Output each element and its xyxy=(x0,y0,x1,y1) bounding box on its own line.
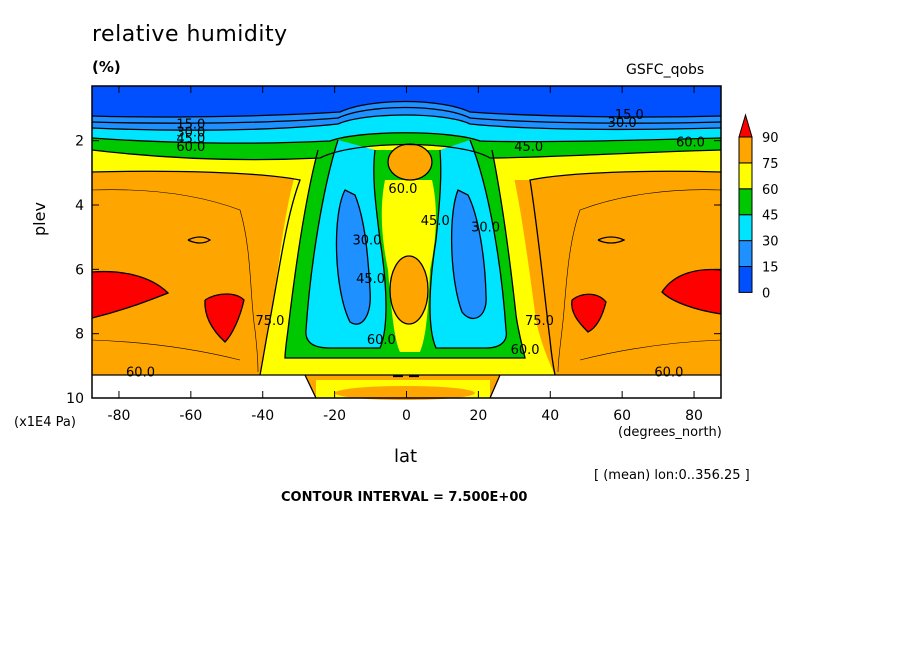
colorbar-label: 0 xyxy=(762,286,770,301)
x-tick-label: 20 xyxy=(469,408,487,424)
contour-line xyxy=(661,268,722,315)
contour-label: 30.0 xyxy=(352,233,381,248)
contour-lines xyxy=(91,100,722,399)
contour-line xyxy=(429,139,508,349)
contour-label: 45.0 xyxy=(421,214,450,229)
fill-upper-orange-core xyxy=(388,144,432,180)
contour-line xyxy=(597,236,626,244)
colorbar-segment xyxy=(738,162,753,190)
colorbar-label: 45 xyxy=(762,209,779,224)
colorbar-label: 90 xyxy=(762,131,779,146)
fill-surface-orange xyxy=(335,386,475,400)
contour-label: 45.0 xyxy=(514,140,543,155)
contour-label: 60.0 xyxy=(654,365,683,380)
contour-line xyxy=(557,189,722,373)
colorbar-label: 60 xyxy=(762,183,779,198)
x-tick-label: -60 xyxy=(179,408,202,424)
contour-line xyxy=(489,374,501,399)
contour-line xyxy=(91,106,722,124)
contour-label: 45.0 xyxy=(356,272,385,287)
x-tick-label: -80 xyxy=(108,408,131,424)
averaging-note: [ (mean) lon:0..356.25 ] xyxy=(594,468,750,483)
x-axis-unit: (degrees_north) xyxy=(618,425,722,440)
contour-label: 60.0 xyxy=(176,140,205,155)
colorbar-segment xyxy=(738,214,753,242)
contour-line xyxy=(187,236,212,244)
contour-line xyxy=(91,114,722,131)
colorbar-label: 15 xyxy=(762,261,779,276)
fill-core-blue-left xyxy=(336,190,371,325)
contour-line xyxy=(387,143,433,181)
fill-below-surface-left xyxy=(92,375,316,398)
contour-label: 60.0 xyxy=(367,333,396,348)
contour-label: 30.0 xyxy=(176,126,205,141)
fill-red-north-pole xyxy=(662,269,721,314)
y-tick-label: 6 xyxy=(75,262,84,278)
fill-below-surface-right xyxy=(490,375,721,398)
contour-label: 75.0 xyxy=(255,314,284,329)
axis-ticks: -80 -60 -40 -20 0 20 40 60 80 2 4 6 8 10 xyxy=(66,86,721,424)
colorbar-segment xyxy=(738,240,753,268)
contour-label: 60.0 xyxy=(388,182,417,197)
x-tick-label: 40 xyxy=(541,408,559,424)
contour-line xyxy=(389,255,429,325)
contour-line xyxy=(91,189,259,373)
chart-title: relative humidity xyxy=(92,22,288,47)
fill-band-30-45 xyxy=(92,115,721,144)
contour-label: 30.0 xyxy=(471,221,500,236)
contour-line xyxy=(284,149,526,359)
y-tick-label: 2 xyxy=(75,134,84,150)
contour-interval-label: CONTOUR INTERVAL = 7.500E+00 xyxy=(281,490,528,505)
contour-line xyxy=(571,293,607,333)
contour-line xyxy=(204,293,245,343)
y-axis-unit: (x1E4 Pa) xyxy=(14,415,76,430)
contour-line xyxy=(91,270,170,319)
fill-core-blue-right xyxy=(451,190,487,319)
y-tick-label: 10 xyxy=(66,391,84,407)
colorbar-segment xyxy=(738,266,753,293)
dataset-name: GSFC_qobs xyxy=(626,62,705,78)
contour-labels: 15.030.045.060.015.030.045.0 60.060.045.0… xyxy=(126,108,705,380)
x-tick-label: -40 xyxy=(251,408,274,424)
contour-label: 60.0 xyxy=(676,135,705,150)
x-tick-label: 80 xyxy=(685,408,703,424)
colorbar-segment xyxy=(738,188,753,216)
contour-label: 60.0 xyxy=(126,365,155,380)
contour-label: 45.0 xyxy=(176,132,205,147)
fill-mid-orange-core xyxy=(390,256,428,324)
y-tick-label: 8 xyxy=(75,327,84,343)
contour-label: 75.0 xyxy=(525,314,554,329)
contour-label: 15.0 xyxy=(615,108,644,123)
x-tick-label: 0 xyxy=(402,408,411,424)
contour-line xyxy=(91,170,301,376)
contour-label: 30.0 xyxy=(608,116,637,131)
contour-line xyxy=(529,170,722,376)
contour-line xyxy=(91,339,241,361)
contour-line xyxy=(91,132,722,144)
colorbar-segment xyxy=(738,136,753,164)
contour-fill-layers xyxy=(92,86,721,400)
colorbar-label: 30 xyxy=(762,235,779,250)
fill-red-south-pole xyxy=(92,271,168,318)
fill-band-45-60 xyxy=(92,132,721,160)
contour-line xyxy=(91,100,722,118)
x-tick-label: -20 xyxy=(323,408,346,424)
colorbar-label: 75 xyxy=(762,157,779,172)
chart-units: (%) xyxy=(92,58,121,76)
contour-label: 15.0 xyxy=(176,118,205,133)
y-tick-label: 4 xyxy=(75,198,84,214)
contour-line xyxy=(335,189,371,325)
x-axis-label: lat xyxy=(394,446,418,467)
x-tick-label: 60 xyxy=(613,408,631,424)
contour-line xyxy=(579,339,722,361)
contour-line xyxy=(304,374,317,399)
contour-line xyxy=(305,139,387,349)
contour-label: 60.0 xyxy=(511,343,540,358)
colorbar-extend-triangle xyxy=(738,113,753,138)
contour-line xyxy=(450,189,487,320)
colorbar: 0 15 30 45 60 75 90 xyxy=(738,113,779,301)
